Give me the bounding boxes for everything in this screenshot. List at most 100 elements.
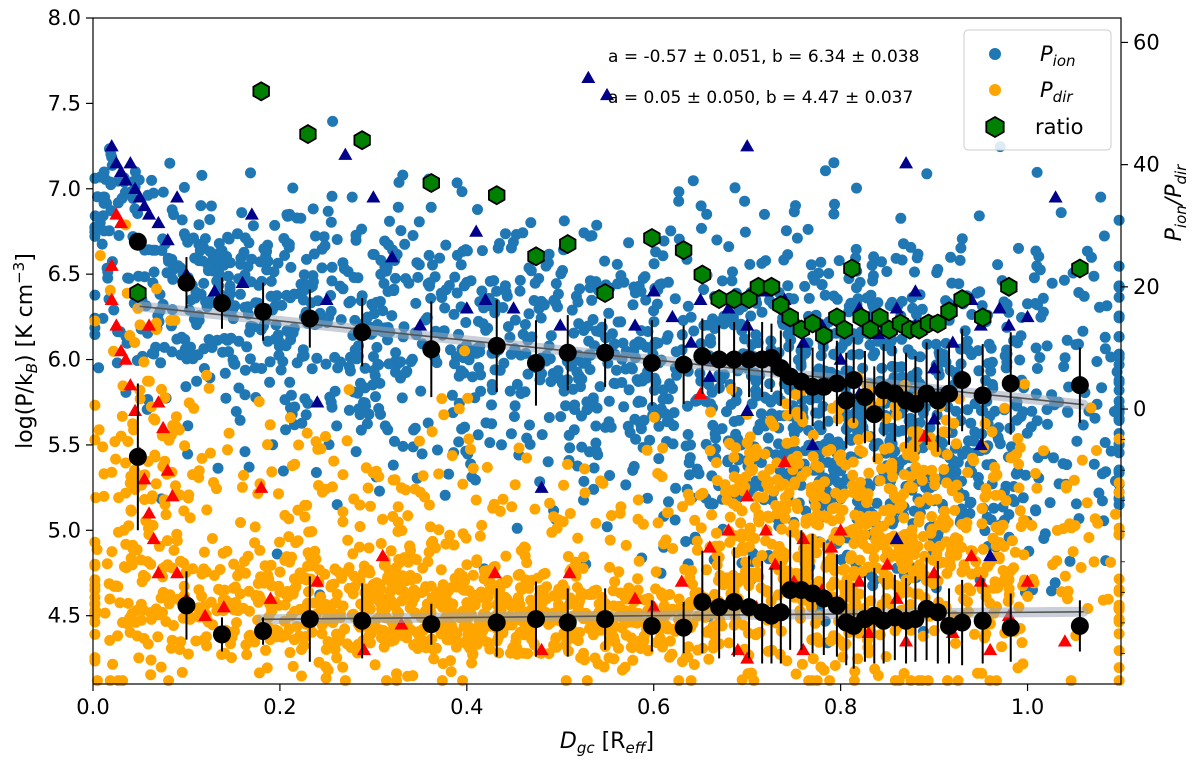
dir-point [788,519,800,531]
dir-point [632,573,644,585]
dir-point [677,501,688,513]
dir-median [674,618,693,637]
ion-point [345,295,357,307]
dir-point [150,478,162,490]
ion-point [525,265,537,277]
ion-point [272,257,284,269]
dir-point [370,465,382,477]
dir-triangle [833,523,848,536]
ion-point [1046,277,1058,289]
ion-point [395,225,407,237]
ion-point [273,349,285,361]
dir-point [938,463,950,475]
dir-point [104,593,116,605]
ion-point [965,496,977,508]
ion-point [1113,260,1125,272]
ion-point [568,424,580,436]
ion-point [823,268,835,279]
scatter-layer [89,115,1125,687]
ion-triangle [459,301,474,314]
dir-point [425,521,436,533]
ion-triangle [385,250,400,263]
ion-point [264,376,276,388]
ion-point [355,424,367,436]
dir-point [952,675,964,687]
dir-point [990,521,1002,533]
ion-point [829,198,840,210]
ion-point [778,254,790,266]
ion-point [319,240,331,252]
ion-triangle [118,173,133,186]
dir-point [1038,445,1049,457]
ion-point [230,406,242,417]
ion-point [587,314,599,325]
ion-point [723,241,735,253]
dir-point [142,375,153,387]
dir-point [155,661,167,673]
ion-triangle [366,190,381,203]
ion-point [807,270,819,282]
dir-point [470,494,482,506]
dir-point [142,638,154,650]
dir-point [660,534,672,546]
dir-point [811,509,823,521]
ion-point [510,229,522,240]
ion-triangle [646,284,661,297]
ion-point [103,225,115,237]
dir-point [748,675,760,687]
dir-point [514,582,526,594]
ion-point [334,280,346,292]
dir-point [143,522,154,534]
ion-point [425,292,437,304]
ion-median [740,350,759,369]
ion-point [1091,356,1103,367]
dir-point [1012,432,1024,444]
ion-point [704,333,716,345]
dir-point [981,489,993,501]
dir-point [863,467,875,479]
ion-point [535,312,547,324]
ion-point [533,303,545,315]
dir-point [1031,482,1043,494]
dir-point [1012,662,1024,674]
ion-point [853,348,865,360]
dir-point [755,582,767,594]
ion-point [782,280,794,292]
dir-point [152,631,164,643]
ion-point [298,284,310,296]
dir-triangle [487,566,502,579]
ion-point [289,401,301,413]
dir-point [572,532,584,544]
dir-point [1018,549,1030,561]
dir-point [847,417,859,429]
ion-triangle [992,301,1007,314]
ion-triangle [740,403,755,417]
dir-point [664,635,676,647]
dir-point [203,382,215,394]
ion-triangle [244,207,259,220]
ion-point [219,367,231,379]
dir-point [673,593,685,605]
dir-point [89,628,101,640]
dir-point [722,572,734,584]
ion-point [1044,497,1056,509]
ion-median [487,336,506,355]
ion-point [188,232,199,244]
dir-point [337,506,349,518]
dir-point [686,565,698,577]
ion-point [359,397,371,409]
ion-point [285,261,297,273]
dir-point [1113,628,1125,640]
ion-point [383,358,395,370]
ion-point [484,437,496,449]
ion-median [300,309,319,328]
dir-point [232,605,244,617]
ion-median [827,374,846,393]
ratio-point [693,264,711,285]
ion-point [284,328,296,340]
ratio-point [353,130,371,151]
dir-point [825,444,837,455]
ion-point [976,300,988,312]
ion-point [945,251,957,263]
ion-point [243,461,255,473]
